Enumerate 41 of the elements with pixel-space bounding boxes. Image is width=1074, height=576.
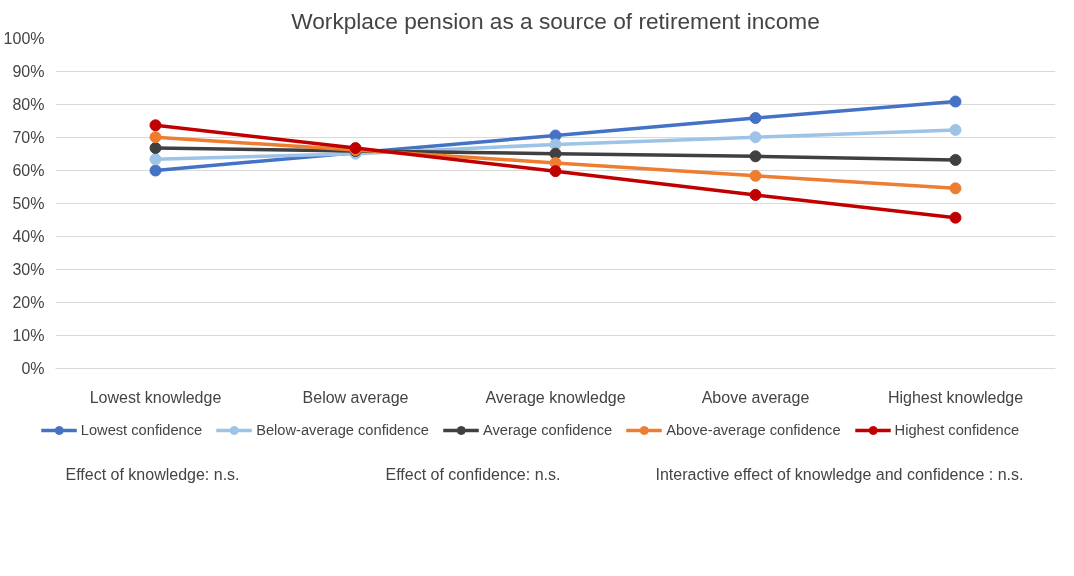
x-tick-label: Below average	[302, 388, 409, 406]
point	[749, 131, 762, 144]
point	[949, 182, 962, 195]
point	[749, 188, 762, 201]
y-tick-label: 60%	[12, 162, 45, 179]
y-tick-label: 100%	[3, 30, 45, 47]
y-tick-label: 30%	[12, 261, 45, 278]
text: Interactive effect of knowledge and confidence : n.s.	[655, 465, 1024, 483]
point	[549, 165, 562, 178]
point	[149, 142, 162, 155]
point	[149, 164, 162, 177]
x-tick-label: Lowest knowledge	[89, 388, 222, 406]
y-tick-label: 90%	[12, 63, 45, 80]
y-tick-label: 40%	[12, 228, 45, 245]
point	[149, 119, 162, 132]
point	[949, 95, 962, 108]
x-tick-label: Above average	[701, 388, 810, 406]
legend-label: Below-average confidence	[256, 422, 429, 438]
point	[149, 153, 162, 166]
text: Effect of confidence: n.s.	[385, 465, 561, 483]
legend-label: Highest confidence	[894, 422, 1020, 438]
point	[149, 131, 162, 144]
y-tick-label: 20%	[12, 294, 45, 311]
y-tick-label: 10%	[12, 327, 45, 344]
y-tick-label: 70%	[12, 129, 45, 146]
y-tick-label: 50%	[12, 195, 45, 212]
y-tick-label: 80%	[12, 96, 45, 113]
legend-label: Above-average confidence	[666, 422, 841, 438]
x-tick-label: Highest knowledge	[887, 388, 1024, 406]
x-tick-label: Average knowledge	[485, 388, 626, 406]
legend-label: Lowest confidence	[80, 422, 203, 438]
point	[749, 169, 762, 182]
point	[749, 150, 762, 163]
point	[949, 123, 962, 136]
point	[949, 153, 962, 166]
point	[949, 211, 962, 224]
text: Effect of knowledge: n.s.	[65, 465, 240, 483]
chart-title: Workplace pension as a source of retirement income	[291, 7, 820, 34]
legend-label: Average confidence	[482, 422, 613, 438]
y-tick-label: 0%	[21, 360, 45, 377]
point	[749, 112, 762, 125]
